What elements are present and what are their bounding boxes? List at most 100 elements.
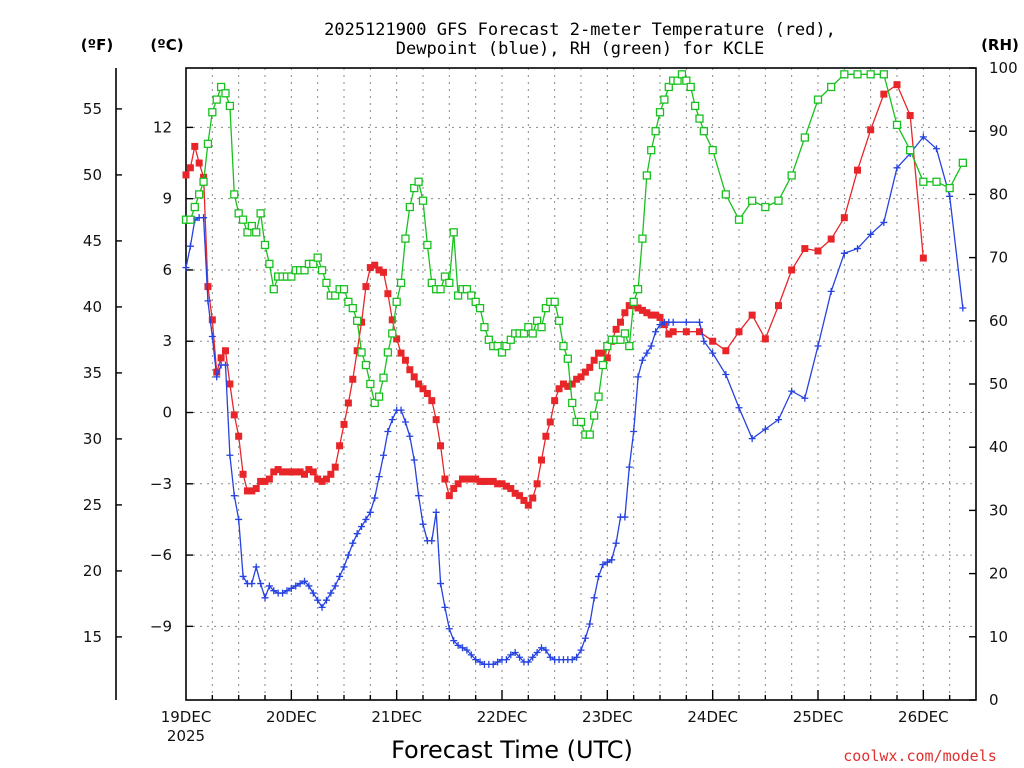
temperature-point (287, 468, 295, 476)
x-axis-label: Forecast Time (UTC) (391, 736, 633, 764)
temperature-point (423, 390, 431, 398)
rh-point (388, 329, 397, 338)
temperature-point (432, 416, 440, 424)
dewpoint-point (322, 596, 330, 604)
rh-point (647, 146, 656, 155)
temperature-point (906, 112, 914, 120)
dewpoint-point (827, 287, 835, 295)
fahrenheit-unit-label: (ºF) (81, 36, 113, 54)
dewpoint-point (200, 214, 208, 222)
temperature-point (358, 318, 366, 326)
dewpoint-point (419, 520, 427, 528)
temperature-point (612, 325, 620, 333)
rh-point (230, 190, 239, 199)
x-tick-label: 19DEC (161, 708, 212, 726)
temperature-point (353, 347, 361, 355)
temperature-point (919, 254, 927, 262)
rh-point (629, 297, 638, 306)
temperature-point (393, 335, 401, 343)
temperature-point (397, 349, 405, 357)
dewpoint-point (296, 580, 304, 588)
dewpoint-point (252, 563, 260, 571)
rh-point (221, 89, 230, 98)
dewpoint-point (546, 653, 554, 661)
rh-point (655, 108, 665, 117)
temperature-point (182, 171, 190, 179)
rh-point (550, 297, 559, 306)
dewpoint-point (735, 404, 743, 412)
rh-point (563, 354, 572, 363)
temperature-point (406, 366, 414, 374)
temperature-point (459, 475, 466, 483)
rh-point (339, 285, 349, 294)
temperature-point (314, 475, 322, 483)
temperature-point (669, 328, 677, 336)
rh-point (414, 177, 423, 186)
rh-point (642, 171, 651, 180)
rh-point (502, 341, 511, 351)
rh-tick-label: 60 (989, 312, 1008, 330)
rh-tick-label: 50 (989, 375, 1008, 393)
temperature-point (270, 468, 278, 476)
temperature-point (235, 432, 243, 440)
fahrenheit-tick-label: 40 (83, 298, 102, 316)
rh-point (379, 373, 388, 382)
rh-point (651, 127, 660, 136)
dewpoint-point (709, 349, 717, 357)
rh-point (252, 228, 261, 237)
rh-point (787, 171, 796, 180)
rh-point (287, 272, 296, 281)
temperature-point (590, 356, 598, 364)
dewpoint-point (182, 264, 190, 272)
temperature-point (230, 411, 238, 419)
rh-point (879, 70, 888, 79)
dewpoint-point (533, 648, 541, 656)
dewpoint-point (270, 587, 278, 595)
temperature-point (217, 354, 225, 362)
dewpoint-point (261, 594, 269, 602)
rh-point (537, 322, 546, 332)
rh-point (664, 82, 673, 92)
x-tick-label: 20DEC (266, 708, 317, 726)
dewpoint-point (445, 625, 453, 633)
rh-point (590, 411, 599, 420)
rh-point (699, 127, 709, 136)
dewpoint-point (397, 406, 405, 414)
rh-tick-label: 40 (989, 438, 1008, 456)
rh-point (528, 329, 537, 338)
fahrenheit-tick-label: 55 (83, 100, 102, 118)
temperature-point (248, 487, 256, 495)
rh-point (238, 215, 248, 224)
dewpoint-point (257, 580, 265, 588)
temperature-point (682, 328, 690, 336)
temperature-point (735, 328, 743, 336)
rh-point (484, 335, 493, 344)
temperature-point (283, 468, 291, 476)
dewpoint-point (344, 551, 352, 559)
rh-point (892, 120, 902, 130)
dewpoint-point (437, 580, 445, 588)
dewpoint-point (309, 589, 317, 597)
rh-point (497, 348, 507, 357)
temperature-point (388, 316, 396, 324)
dewpoint-point (213, 373, 221, 381)
dewpoint-point (801, 394, 809, 402)
temperature-point (366, 264, 374, 272)
chart-title-line-1: 2025121900 GFS Forecast 2-meter Temperat… (324, 20, 836, 40)
rh-point (748, 196, 757, 205)
dewpoint-point (327, 589, 335, 597)
celsius-tick-label: −3 (150, 475, 172, 493)
temperature-point (647, 311, 655, 319)
rh-point (410, 183, 419, 193)
rh-tick-label: 90 (989, 122, 1008, 140)
temperature-point (775, 302, 782, 310)
temperature-point (854, 166, 861, 174)
rh-point (243, 228, 252, 237)
temperature-point (511, 489, 519, 497)
dewpoint-point (880, 218, 888, 226)
rh-point (827, 82, 836, 92)
temperature-point (573, 375, 581, 383)
dewpoint-point (700, 337, 708, 345)
temperature-point (261, 477, 269, 485)
temperature-point (520, 496, 528, 504)
